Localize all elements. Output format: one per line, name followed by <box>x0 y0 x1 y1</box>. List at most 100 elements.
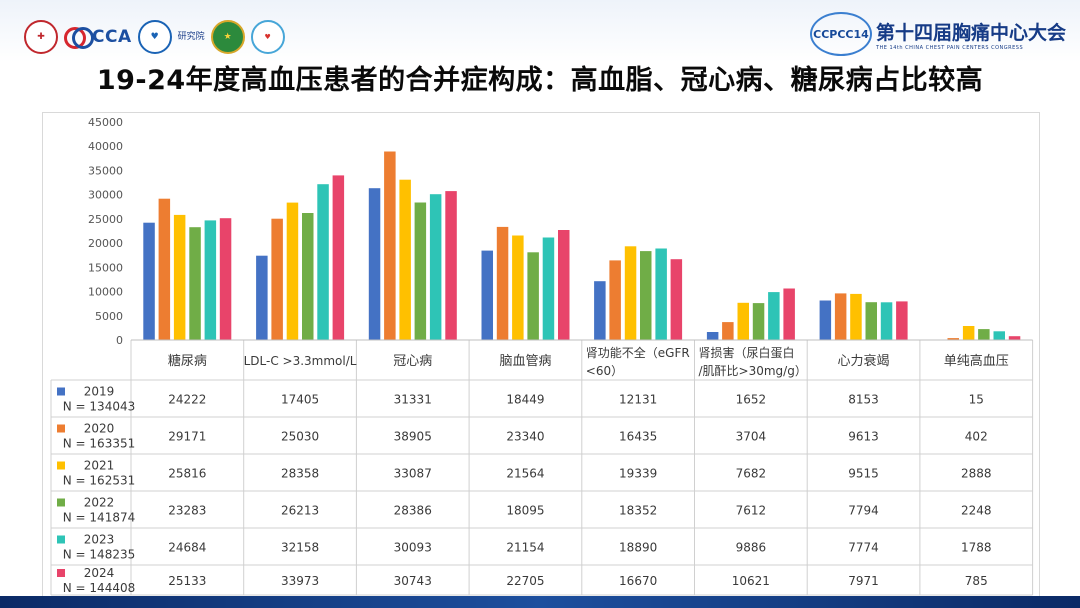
bar <box>219 218 232 340</box>
bar <box>399 179 411 340</box>
category-label: 脑血管病 <box>499 354 551 369</box>
chart-panel: 0 5000 10000 15000 20000 25000 30000 35000 40000… <box>42 112 1040 598</box>
table-cell-value: 2248 <box>961 504 992 518</box>
legend-swatch <box>57 424 65 433</box>
legend-swatch <box>57 535 65 544</box>
table-cell-value: 7774 <box>848 541 879 555</box>
conference-ring-icon: CCPCC14 <box>809 12 872 56</box>
table-cell-value: 402 <box>965 430 988 444</box>
table-cell-value: 33087 <box>394 467 432 481</box>
table-cell-value: 17405 <box>281 393 319 407</box>
bar <box>558 230 570 340</box>
y-tick-label: 45000 <box>88 116 123 129</box>
table-cell-value: 2888 <box>961 467 992 481</box>
category-label: 冠心病 <box>393 354 432 369</box>
conference-name: 第十四届胸痛中心大会 <box>875 21 1066 44</box>
table-cell-value: 33973 <box>281 574 319 588</box>
table-cell-value: 1652 <box>736 393 767 407</box>
table-cell-value: 7682 <box>736 467 767 481</box>
y-tick-label: 40000 <box>88 140 123 153</box>
logo-strip: ✚ CCA ♥ 研究院 ★ ♥ <box>24 20 285 54</box>
table-cell-value: 9886 <box>736 541 767 555</box>
table-cell-value: 7794 <box>848 504 879 518</box>
bar <box>271 218 283 340</box>
bar <box>819 300 832 340</box>
table-cell-value: 7971 <box>848 574 879 588</box>
table-cell-value: 30093 <box>394 541 432 555</box>
bar <box>706 332 719 340</box>
bar <box>332 175 345 340</box>
bar <box>609 260 621 340</box>
bar <box>594 281 606 340</box>
bar <box>962 326 975 340</box>
bar <box>368 188 381 340</box>
bar <box>768 292 780 340</box>
bar <box>1008 336 1021 340</box>
table-cell-value: 25030 <box>281 430 319 444</box>
bar <box>978 329 990 340</box>
bar <box>189 227 201 340</box>
table-cell-value: 18095 <box>506 504 544 518</box>
legend-year: 2023 <box>84 533 115 547</box>
y-tick-label: 35000 <box>88 164 123 177</box>
table-cell-value: 3704 <box>736 430 767 444</box>
category-label: 肾功能不全（eGFR <box>586 345 690 360</box>
heart-rings-icon <box>64 26 94 49</box>
legend-sample-size: N = 163351 <box>63 437 135 451</box>
bar <box>880 302 893 340</box>
legend-swatch <box>57 569 65 577</box>
table-cell-value: 25133 <box>168 574 206 588</box>
bar <box>384 151 396 340</box>
table-cell-value: 16435 <box>619 430 657 444</box>
legend-swatch <box>57 498 65 507</box>
institute-logo-text: 研究院 <box>177 31 205 42</box>
table-cell-value: 38905 <box>394 430 432 444</box>
bar <box>414 202 427 340</box>
table-cell-value: 28358 <box>281 467 319 481</box>
emblem-logo-icon: ★ <box>210 20 245 54</box>
bar <box>752 303 765 340</box>
cpca-logo-icon: ♥ <box>250 20 285 54</box>
bar <box>481 250 493 340</box>
chart-svg: 0 5000 10000 15000 20000 25000 30000 35000 40000… <box>50 116 1034 596</box>
legend-swatch <box>57 461 65 470</box>
bar <box>173 214 186 340</box>
table-cell-value: 7612 <box>736 504 767 518</box>
bar <box>158 198 171 340</box>
table-cell-value: 10621 <box>732 574 770 588</box>
bar <box>722 322 734 340</box>
legend-sample-size: N = 141874 <box>63 511 135 525</box>
table-cell-value: 12131 <box>619 393 657 407</box>
header-band <box>0 0 1080 62</box>
legend-sample-size: N = 148235 <box>63 548 135 562</box>
cca-logo-text: CCA <box>92 27 132 47</box>
footer-band <box>0 596 1080 608</box>
category-label: <60） <box>586 364 623 378</box>
legend-year: 2020 <box>84 422 115 436</box>
institute-logo-icon: ♥ <box>137 20 172 54</box>
legend-sample-size: N = 134043 <box>63 400 135 414</box>
bar <box>737 302 749 340</box>
table-cell-value: 31331 <box>394 393 432 407</box>
category-label: LDL-C >3.3mmol/L <box>244 354 357 368</box>
table-cell-value: 8153 <box>848 393 879 407</box>
table-cell-value: 9515 <box>848 467 879 481</box>
bar <box>542 237 555 340</box>
y-tick-label: 10000 <box>88 286 123 299</box>
bar <box>143 222 155 340</box>
table-cell-value: 21564 <box>506 467 544 481</box>
bar <box>655 248 667 340</box>
bar <box>429 194 442 340</box>
table-cell-value: 24222 <box>168 393 206 407</box>
bar <box>947 338 959 340</box>
bar <box>317 184 329 340</box>
table-cell-value: 30743 <box>394 574 432 588</box>
bar <box>670 259 683 340</box>
y-tick-label: 15000 <box>88 261 123 274</box>
conference-logo: CCPCC14 第十四届胸痛中心大会 THE 14th CHINA CHEST … <box>809 12 1066 56</box>
table-cell-value: 23283 <box>168 504 206 518</box>
table-cell-value: 25816 <box>168 467 206 481</box>
legend-year: 2024 <box>84 566 115 580</box>
table-cell-value: 1788 <box>961 541 992 555</box>
bar <box>624 246 637 340</box>
